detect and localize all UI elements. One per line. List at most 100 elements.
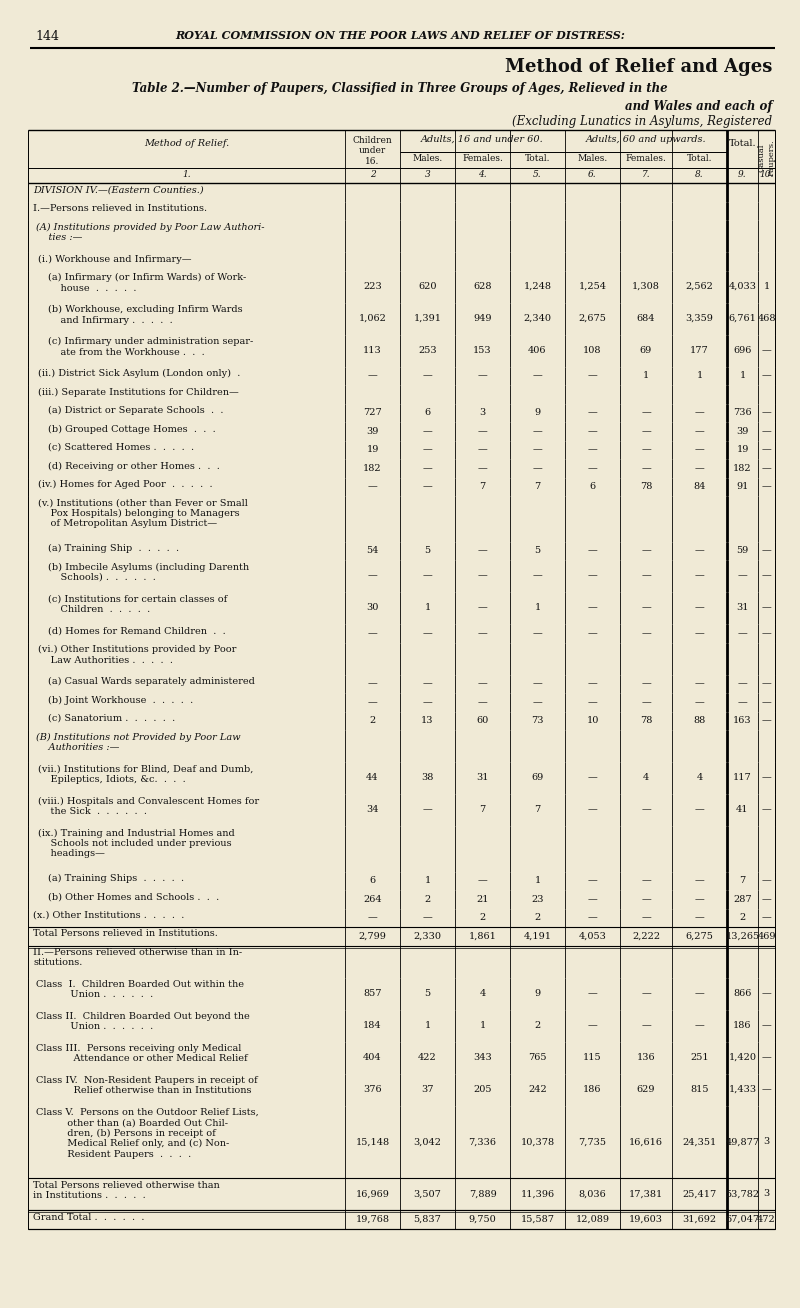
- Text: 7,735: 7,735: [578, 1137, 606, 1146]
- Text: —: —: [641, 547, 651, 556]
- Text: Adults, 60 and upwards.: Adults, 60 and upwards.: [586, 135, 706, 144]
- Text: 1: 1: [424, 1022, 430, 1029]
- Text: —: —: [738, 572, 747, 581]
- Text: —: —: [588, 572, 598, 581]
- Text: DIVISION IV.—(Eastern Counties.): DIVISION IV.—(Eastern Counties.): [33, 186, 204, 195]
- Text: —: —: [762, 426, 771, 436]
- Text: —: —: [694, 408, 704, 417]
- Text: 31,692: 31,692: [682, 1215, 717, 1224]
- Text: (c) Infirmary under administration separ-
    ate from the Workhouse .  .  .: (c) Infirmary under administration separ…: [48, 337, 254, 357]
- Text: —: —: [478, 876, 487, 886]
- Text: —: —: [694, 876, 704, 886]
- Text: 31: 31: [736, 603, 749, 612]
- Text: 1: 1: [479, 1022, 486, 1029]
- Text: (ii.) District Sick Asylum (London only)  .: (ii.) District Sick Asylum (London only)…: [38, 369, 240, 378]
- Text: (b) Other Homes and Schools .  .  .: (b) Other Homes and Schools . . .: [48, 892, 219, 901]
- Text: —: —: [588, 913, 598, 922]
- Text: 78: 78: [640, 717, 652, 725]
- Text: 108: 108: [583, 347, 602, 354]
- Text: 2,222: 2,222: [632, 931, 660, 940]
- Text: 25,417: 25,417: [682, 1189, 717, 1198]
- Text: 4: 4: [643, 773, 649, 782]
- Text: —: —: [588, 445, 598, 454]
- Text: 31: 31: [476, 773, 489, 782]
- Text: (a) Infirmary (or Infirm Wards) of Work-
    house  .  .  .  .  .: (a) Infirmary (or Infirm Wards) of Work-…: [48, 273, 246, 293]
- Text: 4,033: 4,033: [729, 283, 757, 290]
- Text: 2,562: 2,562: [686, 283, 714, 290]
- Text: 39: 39: [366, 426, 378, 436]
- Text: Method of Relief and Ages: Method of Relief and Ages: [505, 58, 772, 76]
- Text: 857: 857: [363, 989, 382, 998]
- Text: —: —: [368, 572, 378, 581]
- Text: —: —: [762, 895, 771, 904]
- Text: 67,047: 67,047: [726, 1215, 759, 1224]
- Text: —: —: [422, 464, 432, 472]
- Text: —: —: [588, 773, 598, 782]
- Text: —: —: [422, 445, 432, 454]
- Text: —: —: [641, 913, 651, 922]
- Text: 1: 1: [534, 876, 541, 886]
- Text: 5: 5: [425, 547, 430, 556]
- Text: 7: 7: [534, 806, 541, 815]
- Text: 91: 91: [736, 483, 749, 492]
- Text: 2,799: 2,799: [358, 931, 386, 940]
- Text: 10,378: 10,378: [521, 1137, 554, 1146]
- Text: 4,053: 4,053: [578, 931, 606, 940]
- Text: 12,089: 12,089: [575, 1215, 610, 1224]
- Text: 866: 866: [734, 989, 752, 998]
- Text: —: —: [588, 806, 598, 815]
- Text: (x.) Other Institutions .  .  .  .  .: (x.) Other Institutions . . . . .: [33, 910, 184, 920]
- Text: 1,420: 1,420: [729, 1053, 757, 1062]
- Text: Grand Total .  .  .  .  .  .: Grand Total . . . . . .: [33, 1213, 145, 1222]
- Text: —: —: [738, 697, 747, 706]
- Text: —: —: [422, 913, 432, 922]
- Text: 2,340: 2,340: [523, 314, 551, 323]
- Text: 73: 73: [531, 717, 544, 725]
- Text: 5,837: 5,837: [414, 1215, 442, 1224]
- Text: —: —: [588, 408, 598, 417]
- Text: —: —: [694, 679, 704, 688]
- Text: 205: 205: [474, 1086, 492, 1093]
- Text: —: —: [478, 445, 487, 454]
- Text: —: —: [762, 464, 771, 472]
- Text: —: —: [422, 483, 432, 492]
- Text: —: —: [694, 547, 704, 556]
- Text: 182: 182: [363, 464, 382, 472]
- Text: —: —: [588, 989, 598, 998]
- Text: —: —: [641, 697, 651, 706]
- Text: 696: 696: [734, 347, 752, 354]
- Text: —: —: [762, 371, 771, 381]
- Text: 7: 7: [739, 876, 746, 886]
- Text: —: —: [478, 603, 487, 612]
- Text: Males.: Males.: [578, 154, 608, 164]
- Text: Females.: Females.: [462, 154, 503, 164]
- Text: (b) Joint Workhouse  .  .  .  .  .: (b) Joint Workhouse . . . . .: [48, 696, 194, 705]
- Text: 10.: 10.: [759, 170, 774, 179]
- Text: 422: 422: [418, 1053, 437, 1062]
- Text: 6.: 6.: [588, 170, 597, 179]
- Text: 113: 113: [363, 347, 382, 354]
- Text: 54: 54: [366, 547, 378, 556]
- Text: —: —: [533, 426, 542, 436]
- Text: 163: 163: [733, 717, 752, 725]
- Text: 2: 2: [370, 170, 375, 179]
- Text: —: —: [694, 445, 704, 454]
- Text: 15,587: 15,587: [521, 1215, 554, 1224]
- Text: —: —: [422, 426, 432, 436]
- Text: —: —: [762, 572, 771, 581]
- Text: 1,308: 1,308: [632, 283, 660, 290]
- Text: —: —: [694, 426, 704, 436]
- Text: 15,148: 15,148: [355, 1137, 390, 1146]
- Text: 629: 629: [637, 1086, 655, 1093]
- Text: 10: 10: [586, 717, 598, 725]
- Text: 242: 242: [528, 1086, 547, 1093]
- Text: 472: 472: [757, 1215, 776, 1224]
- Text: 6,761: 6,761: [729, 314, 757, 323]
- Text: —: —: [762, 806, 771, 815]
- Text: 16,969: 16,969: [355, 1189, 390, 1198]
- Text: —: —: [738, 679, 747, 688]
- Text: —: —: [641, 679, 651, 688]
- Text: —: —: [694, 806, 704, 815]
- Text: 404: 404: [363, 1053, 382, 1062]
- Text: 3,507: 3,507: [414, 1189, 442, 1198]
